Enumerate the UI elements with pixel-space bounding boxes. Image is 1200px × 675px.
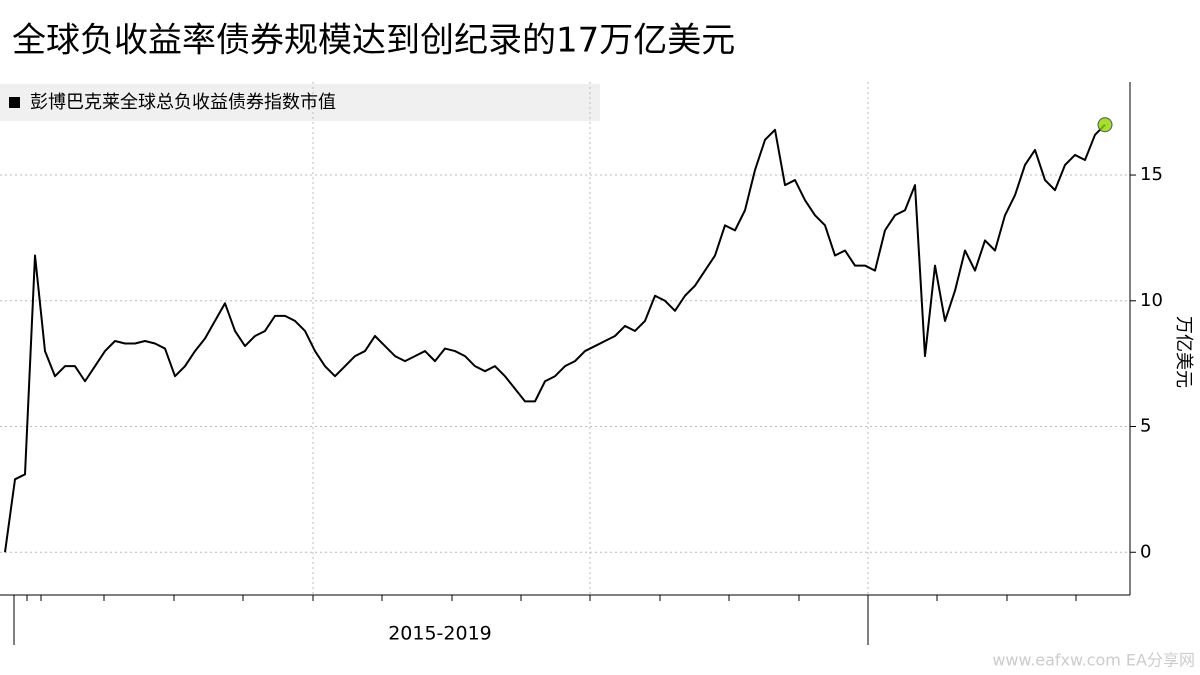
y-tick-label: 15: [1140, 164, 1163, 185]
legend-label: 彭博巴克莱全球总负收益债券指数市值: [30, 92, 336, 113]
legend-box: [0, 84, 600, 121]
x-axis: [0, 82, 1131, 645]
y-axis-label: 万亿美元: [1173, 316, 1194, 388]
end-marker: [1097, 117, 1113, 133]
line: [4, 124, 1106, 553]
vertical-grid: [312, 82, 869, 595]
x-axis-label: 2015-2019: [388, 623, 492, 645]
legend-swatch: [9, 97, 20, 108]
chart-title: 全球负收益率债券规模达到创纪录的17万亿美元: [12, 21, 735, 61]
watermark: www.eafxw.com EA分享网: [992, 651, 1195, 670]
y-tick-label: 5: [1140, 416, 1151, 437]
y-tick-label: 0: [1140, 541, 1151, 562]
y-tick-label: 10: [1140, 290, 1163, 311]
